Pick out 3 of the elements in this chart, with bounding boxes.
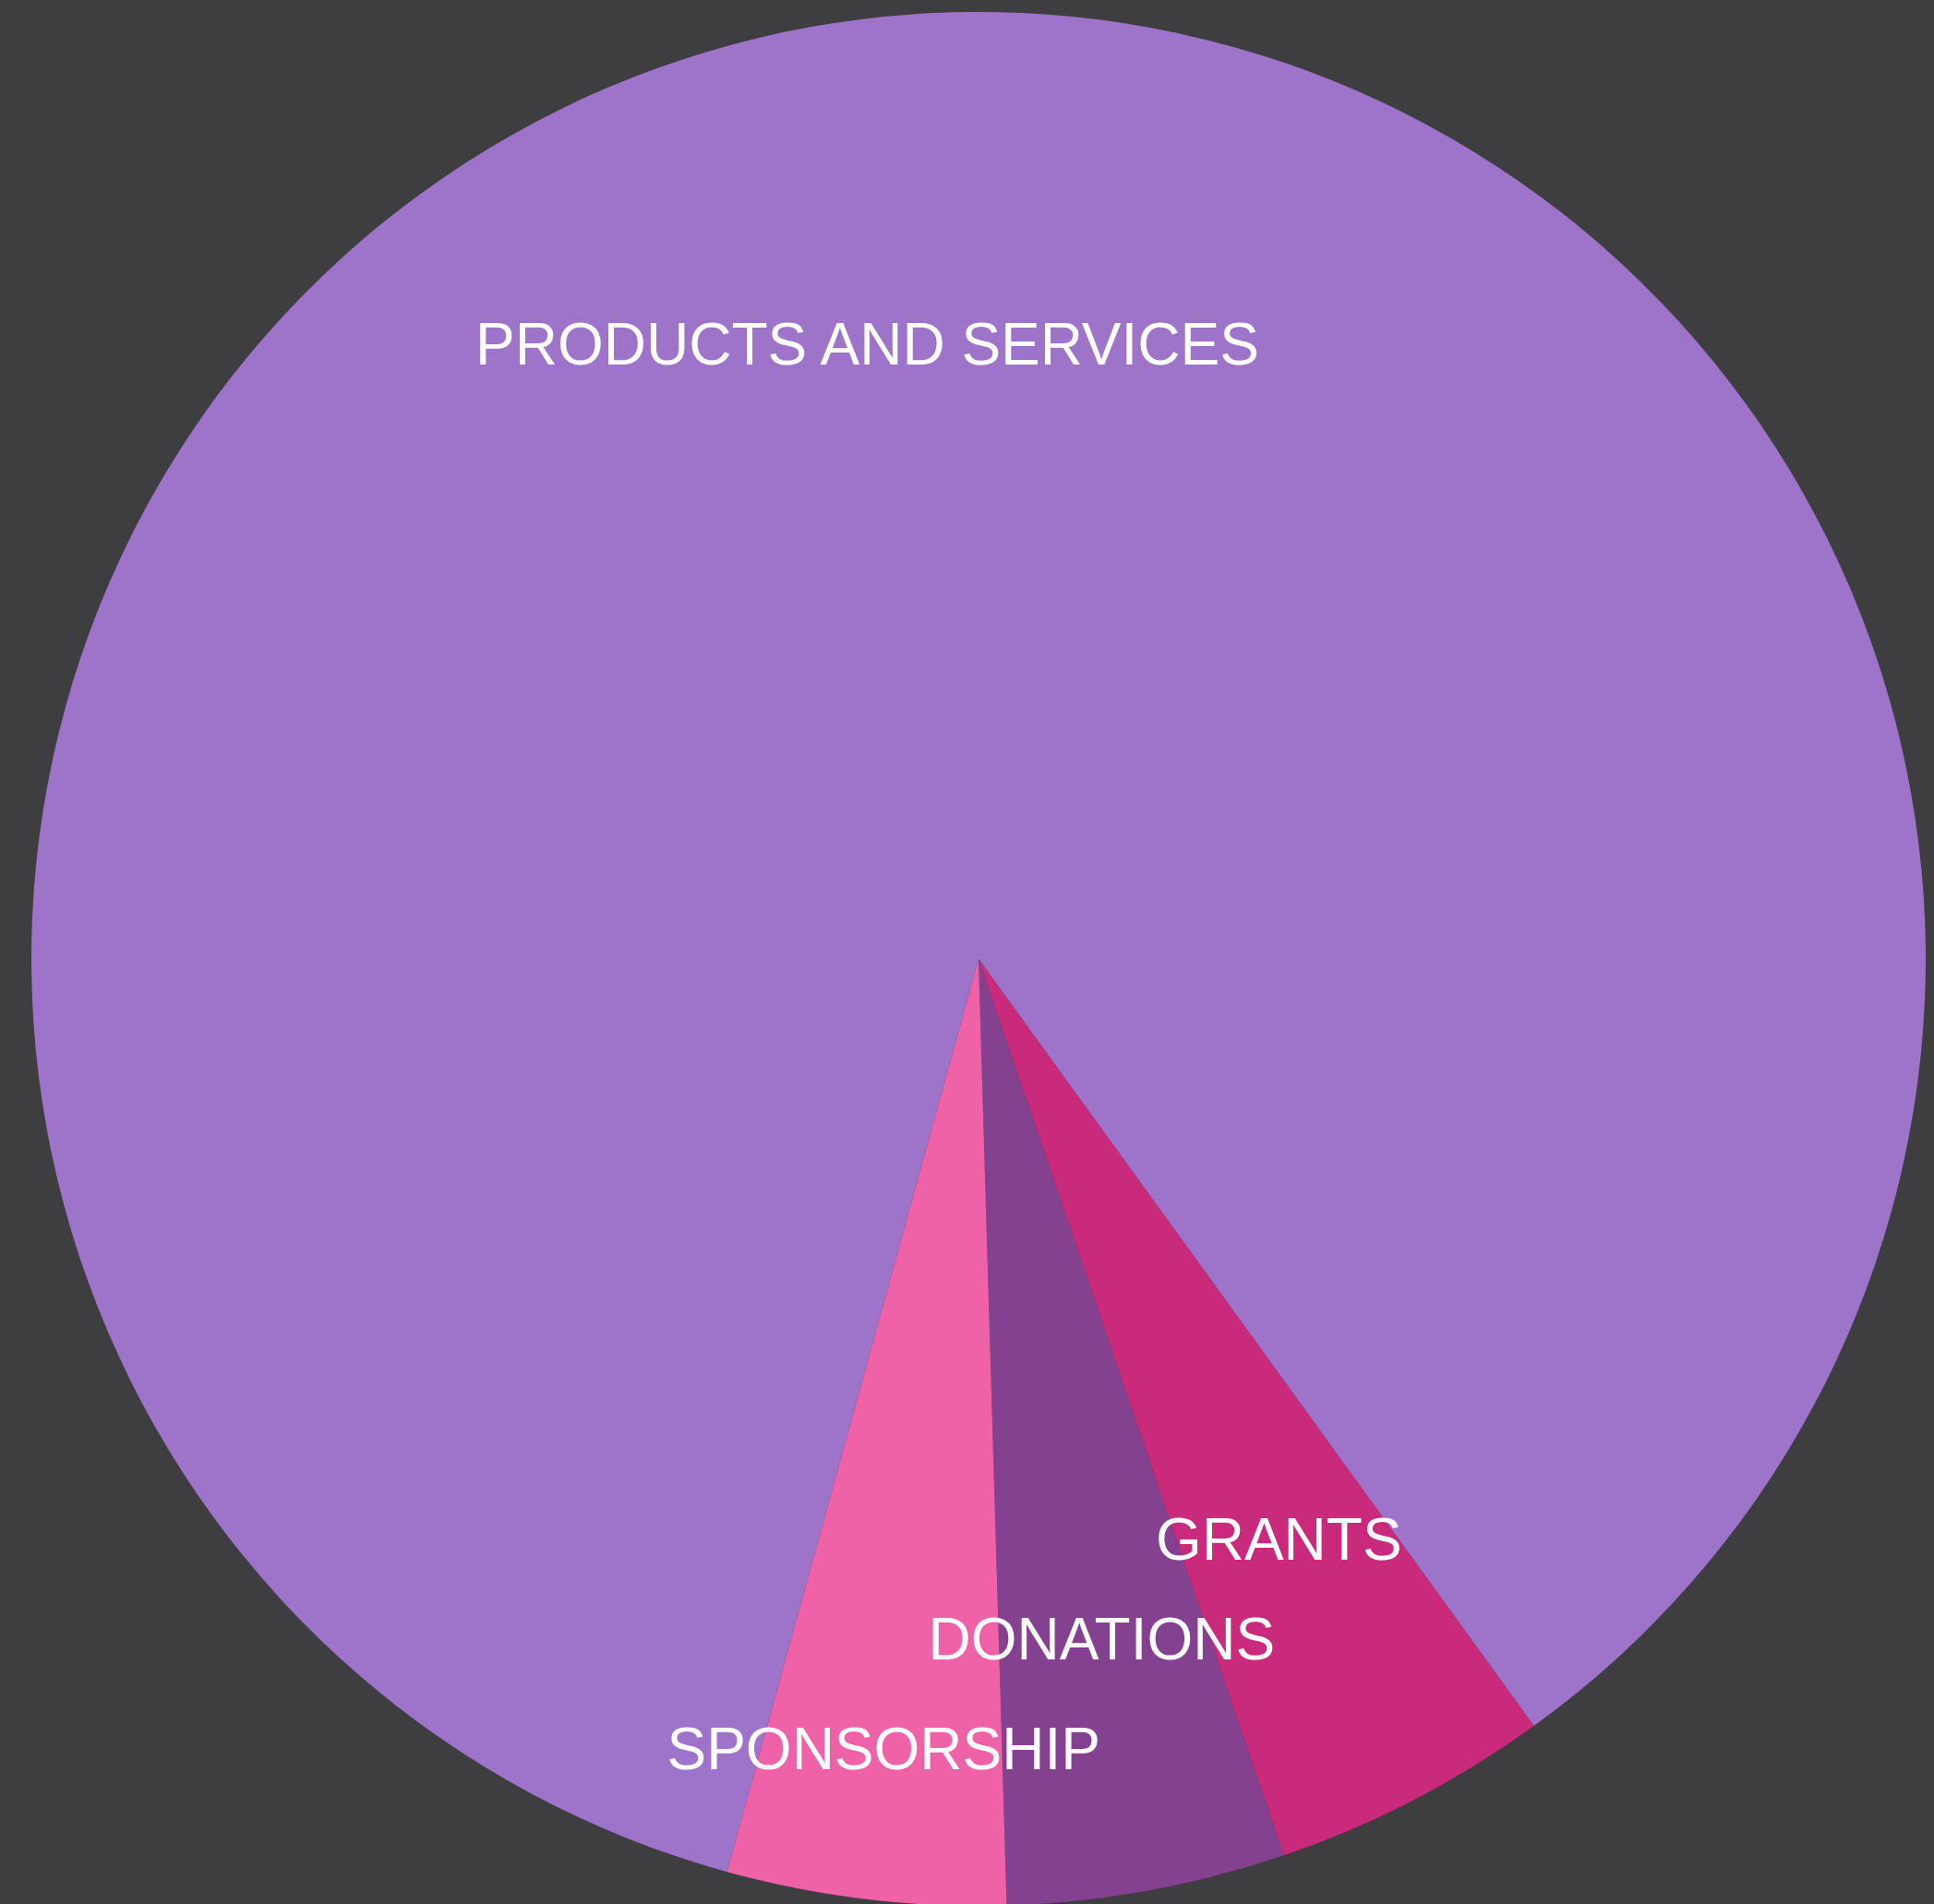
- slice-label: PRODUCTS AND SERVICES: [475, 310, 1259, 377]
- slice-label: GRANTS: [1155, 1505, 1402, 1573]
- pie-slice: [31, 13, 1925, 1873]
